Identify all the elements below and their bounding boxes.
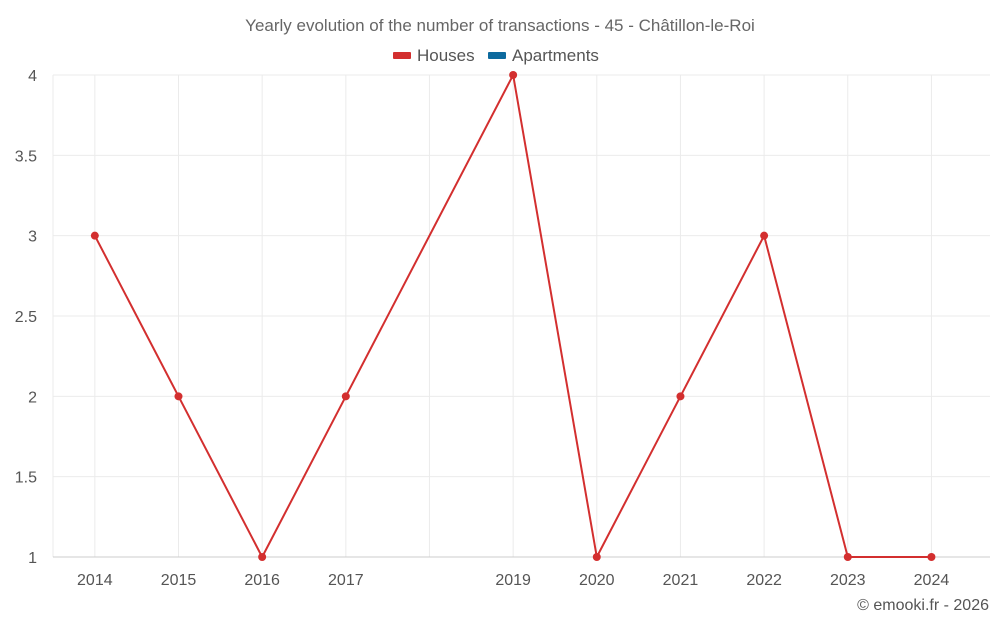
y-tick-label: 2 [28,389,37,406]
houses-point[interactable] [258,553,267,561]
legend: Houses Apartments [393,46,599,65]
chart-title: Yearly evolution of the number of transa… [245,16,755,35]
legend-label-houses: Houses [417,46,475,65]
axes: 1 1.5 2 2.5 3 3.5 4 2014 2015 2016 2017 2019 2020 202… [15,68,990,589]
houses-point[interactable] [509,71,518,79]
credit-text: © emooki.fr - 2026 [857,597,989,614]
x-tick-label: 2021 [663,572,699,589]
x-tick-label: 2016 [244,572,280,589]
houses-point[interactable] [676,392,685,401]
legend-item-apartments[interactable]: Apartments [488,46,599,65]
y-tick-label: 3.5 [15,148,37,165]
x-tick-label: 2024 [914,572,950,589]
houses-point[interactable] [592,553,601,561]
x-tick-label: 2020 [579,572,615,589]
legend-swatch-houses [393,52,411,59]
x-tick-label: 2017 [328,572,364,589]
legend-swatch-apartments [488,52,506,59]
houses-point[interactable] [760,231,769,240]
x-tick-label: 2015 [161,572,197,589]
legend-label-apartments: Apartments [512,46,599,65]
series-houses [90,71,936,561]
x-tick-label: 2014 [77,572,113,589]
legend-item-houses[interactable]: Houses [393,46,475,65]
houses-point[interactable] [174,392,183,401]
y-tick-label: 3 [28,229,37,246]
x-tick-label: 2019 [495,572,531,589]
x-tick-label: 2023 [830,572,866,589]
y-tick-label: 4 [28,68,37,85]
y-tick-label: 1.5 [15,470,37,487]
houses-point[interactable] [341,392,350,401]
grid [52,74,990,558]
y-tick-label: 1 [28,550,37,567]
houses-point[interactable] [843,553,852,561]
houses-line [93,74,932,558]
x-tick-label: 2022 [746,572,782,589]
houses-point[interactable] [927,553,936,561]
houses-point[interactable] [90,231,99,240]
y-tick-label: 2.5 [15,309,37,326]
